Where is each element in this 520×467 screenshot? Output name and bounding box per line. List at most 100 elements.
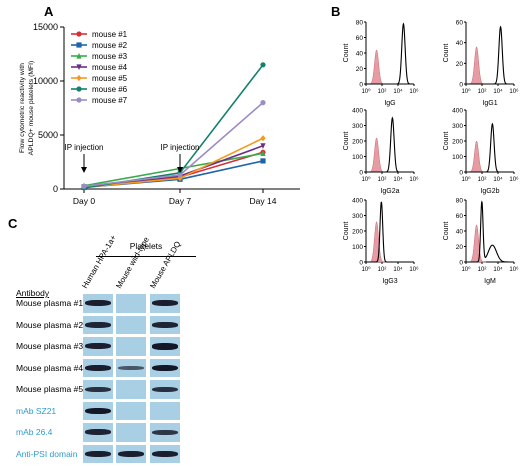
platelets-group-header: Platelets	[96, 236, 196, 257]
blot-band	[152, 300, 178, 307]
legend-label: mouse #4	[92, 63, 128, 72]
y-tick-label: 80	[356, 20, 364, 27]
blot-lane	[150, 337, 180, 356]
blot-lane	[150, 294, 180, 313]
data-point	[81, 183, 87, 189]
data-point	[260, 62, 266, 68]
y-tick-label: 300	[352, 213, 363, 220]
x-tick-label: 10⁶	[409, 88, 419, 95]
y-axis-title: Count	[443, 222, 450, 241]
annotation-label: IP injection	[65, 143, 104, 152]
y-axis-title: Count	[343, 132, 350, 151]
histogram-label: IgG	[384, 100, 395, 107]
x-tick-label: 10⁶	[509, 88, 519, 95]
blot-band	[152, 321, 178, 328]
panel-b-histograms: 0 20 40 60 80 10⁰ 10² 10⁴ 10⁶ Count IgG 0 20 40 60 10⁰ 1…	[343, 20, 519, 286]
blot-row-label: mAb 26.4	[16, 427, 53, 437]
y-tick-label: 200	[352, 139, 363, 146]
blot-row-label: Mouse plasma #3	[16, 341, 84, 351]
histogram-igg2a: 0 100 200 300 400 10⁰ 10² 10⁴ 10⁶ Count IgG2a	[343, 108, 419, 196]
x-tick-label: 10⁴	[493, 266, 503, 273]
panel-a-line-chart: 0 5000 10000 15000 Day 0 Day 7 Day 14 Flow cyto…	[19, 22, 300, 206]
x-tick-label: 10²	[378, 177, 387, 183]
histogram-label: IgG2b	[480, 188, 499, 195]
series-7	[81, 100, 266, 189]
blot-band	[85, 300, 111, 307]
legend-item-7: mouse #7	[71, 96, 128, 105]
blot-band	[118, 450, 144, 457]
data-point	[260, 100, 266, 106]
legend-label: mouse #2	[92, 41, 128, 50]
y-axis-title: Count	[343, 222, 350, 241]
blot-band	[152, 343, 178, 350]
blot-lane	[116, 294, 146, 313]
x-tick-label: 10⁶	[509, 176, 519, 183]
data-point	[260, 150, 266, 156]
x-tick-label: 10⁶	[409, 266, 419, 273]
blot-band	[152, 386, 178, 392]
y-tick-label: 20	[456, 61, 464, 68]
blot-lane	[116, 444, 146, 463]
sample-histogram	[366, 22, 413, 85]
data-point	[76, 52, 82, 59]
blot-lane	[83, 380, 113, 399]
legend-label: mouse #1	[92, 30, 128, 39]
control-histogram	[368, 221, 387, 263]
blot-lane	[150, 444, 180, 463]
blot-lane	[150, 380, 180, 399]
y-tick-label: 40	[456, 229, 464, 236]
blot-row: Mouse plasma #2	[0, 314, 200, 336]
legend-item-5: mouse #5	[71, 74, 128, 83]
y-tick-label: 60	[456, 213, 464, 220]
sample-histogram	[466, 25, 513, 85]
x-tick-label: 10⁰	[361, 176, 371, 183]
ip-injection-annotation-2: IP injection	[161, 143, 200, 173]
histogram-igg1: 0 20 40 60 10⁰ 10² 10⁴ 10⁶ Count IgG1	[443, 20, 519, 108]
blot-lane	[83, 337, 113, 356]
y-tick-label: 100	[452, 154, 463, 161]
x-tick-label: 10⁴	[393, 88, 403, 95]
blot-row-label: Anti-PSI domain	[16, 448, 78, 459]
antibody-label: Antibody	[16, 288, 50, 298]
y-tick-label: 10000	[33, 76, 58, 86]
histogram-igg2b: 0 100 200 300 400 10⁰ 10² 10⁴ 10⁶ Count IgG2b	[443, 108, 519, 196]
panel-a-legend: mouse #1 mouse #2 mouse #3 mouse #4 mouse #5…	[71, 30, 128, 105]
panel-a-axes: 0 5000 10000 15000 Day 0 Day 7 Day 14 Flow cyto…	[19, 22, 300, 206]
y-tick-label: 5000	[38, 130, 58, 140]
y-axis-title: Count	[343, 44, 350, 63]
blot-lane	[116, 358, 146, 377]
x-tick-label: 10⁴	[493, 88, 503, 95]
x-tick-label: 10⁶	[409, 176, 419, 183]
data-point	[260, 158, 266, 164]
panel-a-annotations: IP injection IP injection	[65, 143, 200, 173]
sample-histogram	[366, 201, 413, 263]
y-tick-label: 0	[53, 184, 58, 194]
y-tick-label: 0	[459, 82, 463, 89]
x-tick-label: 10²	[378, 267, 387, 273]
histogram-igm: 0 20 40 60 80 10⁰ 10² 10⁴ 10⁶ Count IgM	[443, 198, 519, 286]
data-point	[177, 172, 183, 178]
x-tick-label: 10²	[478, 89, 487, 95]
blot-band	[85, 343, 111, 350]
panel-a-letter: A	[44, 4, 54, 19]
control-histogram	[368, 49, 387, 85]
histogram-label: IgG1	[482, 100, 497, 107]
y-tick-label: 20	[356, 66, 364, 73]
blot-band	[118, 365, 144, 370]
histogram-label: IgG2a	[380, 188, 399, 195]
blot-band	[152, 450, 178, 457]
blot-row: Mouse plasma #5	[0, 378, 200, 400]
data-point	[260, 143, 266, 149]
data-point	[76, 97, 82, 103]
x-tick-label: Day 0	[73, 196, 95, 206]
blot-lane	[116, 315, 146, 334]
data-point	[76, 31, 82, 37]
blot-lane	[150, 358, 180, 377]
y-tick-label: 80	[456, 198, 464, 205]
blot-band	[152, 429, 178, 435]
y-tick-label: 0	[359, 170, 363, 177]
x-tick-label: 10²	[378, 89, 387, 95]
x-tick-label: Day 7	[169, 196, 191, 206]
arrow-head	[177, 167, 183, 173]
blot-row: mAb 26.4	[0, 421, 200, 443]
